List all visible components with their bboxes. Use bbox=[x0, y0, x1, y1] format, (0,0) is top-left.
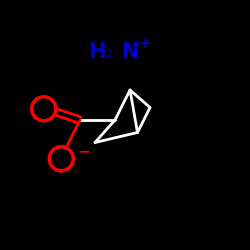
Text: +: + bbox=[139, 36, 151, 51]
Text: −: − bbox=[78, 144, 90, 158]
Text: $_2$: $_2$ bbox=[105, 45, 113, 60]
Circle shape bbox=[32, 97, 56, 121]
Text: H: H bbox=[88, 42, 105, 62]
Circle shape bbox=[49, 147, 73, 171]
Text: N: N bbox=[121, 42, 138, 62]
